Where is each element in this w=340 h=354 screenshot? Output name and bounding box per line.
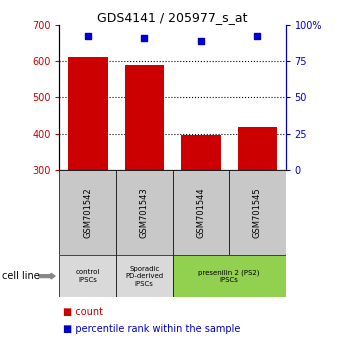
Bar [68, 57, 107, 170]
Text: GSM701544: GSM701544 [196, 187, 205, 238]
Text: presenilin 2 (PS2)
iPSCs: presenilin 2 (PS2) iPSCs [198, 269, 260, 283]
Bar [181, 136, 221, 170]
Text: ■ percentile rank within the sample: ■ percentile rank within the sample [63, 324, 240, 334]
Bar [116, 170, 173, 255]
Point [85, 34, 90, 39]
Point [255, 34, 260, 39]
Bar [173, 255, 286, 297]
Text: Sporadic
PD-derived
iPSCs: Sporadic PD-derived iPSCs [125, 266, 163, 287]
Bar [59, 255, 116, 297]
Point [141, 35, 147, 41]
Bar [116, 255, 173, 297]
Text: cell line: cell line [2, 271, 39, 281]
Bar [238, 127, 277, 170]
Title: GDS4141 / 205977_s_at: GDS4141 / 205977_s_at [97, 11, 248, 24]
Text: GSM701542: GSM701542 [83, 187, 92, 238]
Bar [124, 65, 164, 170]
Bar [59, 170, 116, 255]
Point [198, 38, 204, 44]
Text: GSM701543: GSM701543 [140, 187, 149, 238]
Text: control
IPSCs: control IPSCs [75, 269, 100, 283]
Bar [229, 170, 286, 255]
Text: ■ count: ■ count [63, 307, 103, 316]
Bar [173, 170, 229, 255]
Text: GSM701545: GSM701545 [253, 187, 262, 238]
